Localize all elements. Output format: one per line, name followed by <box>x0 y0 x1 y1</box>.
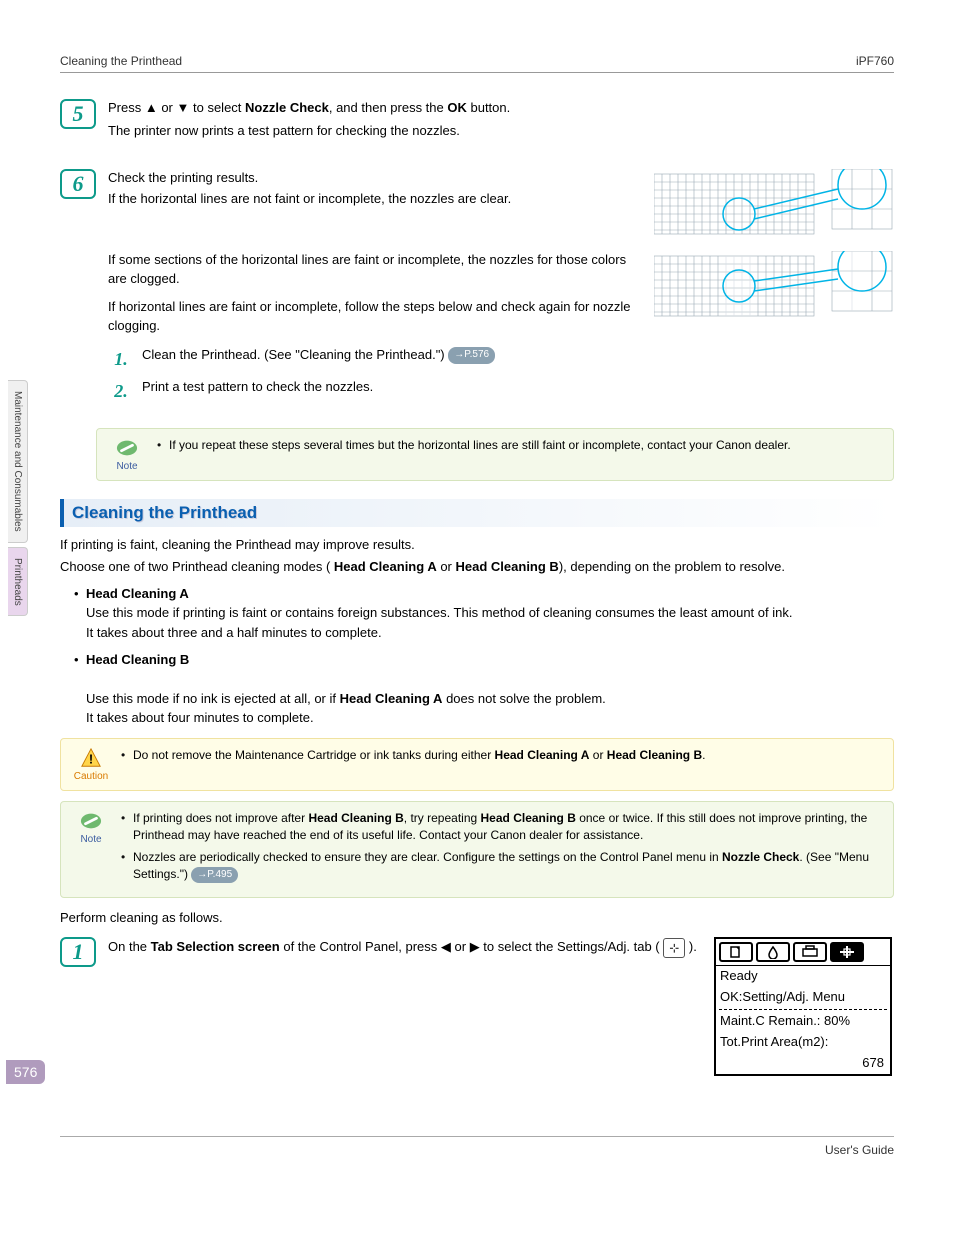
step-5-line1: Press ▲ or ▼ to select Nozzle Check, and… <box>108 99 894 118</box>
lcd-tab-settings-icon <box>830 942 864 962</box>
caution-text: Do not remove the Maintenance Cartridge … <box>121 747 883 764</box>
perform-text: Perform cleaning as follows. <box>60 908 894 928</box>
lcd-panel: Ready OK:Setting/Adj. Menu Maint.C Remai… <box>714 937 894 1075</box>
svg-text:!: ! <box>89 751 93 766</box>
caution-callout: ! Caution Do not remove the Maintenance … <box>60 738 894 791</box>
step-5-number: 5 <box>60 99 96 129</box>
lcd-tab-ink-icon <box>756 942 790 962</box>
step-5-line2: The printer now prints a test pattern fo… <box>108 122 894 141</box>
cleaning-step-1: 1 On the Tab Selection screen of the Con… <box>60 937 894 1075</box>
page-header: Cleaning the Printhead iPF760 <box>60 54 894 73</box>
lcd-line1: Ready <box>716 966 890 987</box>
step-6-p1a: Check the printing results. <box>108 169 638 188</box>
head-cleaning-b-title: Head Cleaning B <box>74 652 894 667</box>
note-icon <box>116 437 138 459</box>
lcd-line4: Tot.Print Area(m2): <box>716 1032 890 1053</box>
step-6-p2: If some sections of the horizontal lines… <box>108 251 638 289</box>
step-6: 6 Check the printing results. If the hor… <box>60 169 894 411</box>
note-callout-2: Note If printing does not improve after … <box>60 801 894 898</box>
section-intro2: Choose one of two Printhead cleaning mod… <box>60 557 894 577</box>
lcd-tab-paper-icon <box>719 942 753 962</box>
note-callout-1: Note If you repeat these steps several t… <box>96 428 894 481</box>
lcd-line3: Maint.C Remain.: 80% <box>716 1011 890 1032</box>
step-5: 5 Press ▲ or ▼ to select Nozzle Check, a… <box>60 99 894 151</box>
head-cleaning-a-body: Use this mode if printing is faint or co… <box>86 603 894 642</box>
substep-1: 1. Clean the Printhead. (See "Cleaning t… <box>108 346 894 372</box>
nozzle-pattern-clear <box>654 169 894 251</box>
header-left: Cleaning the Printhead <box>60 54 182 68</box>
footer: User's Guide <box>60 1136 894 1157</box>
page-link-495[interactable]: →P.495 <box>191 867 238 883</box>
lcd-line2: OK:Setting/Adj. Menu <box>716 987 890 1008</box>
step-6-p3: If horizontal lines are faint or incompl… <box>108 298 638 336</box>
note1-text: If you repeat these steps several times … <box>157 437 883 454</box>
lcd-line5: 678 <box>716 1053 890 1074</box>
note-icon <box>80 810 102 832</box>
step-6-p1b: If the horizontal lines are not faint or… <box>108 190 638 209</box>
head-cleaning-b-body: Use this mode if no ink is ejected at al… <box>86 669 894 728</box>
head-cleaning-a-title: Head Cleaning A <box>74 586 894 601</box>
lcd-tab-job-icon <box>793 942 827 962</box>
substep-2: 2. Print a test pattern to check the noz… <box>108 378 894 404</box>
header-right: iPF760 <box>856 54 894 68</box>
section-title-cleaning: Cleaning the Printhead <box>60 499 894 527</box>
settings-tab-icon: ⊹ <box>663 938 685 958</box>
section-intro1: If printing is faint, cleaning the Print… <box>60 535 894 555</box>
cleaning-step-1-number: 1 <box>60 937 96 967</box>
caution-icon: ! <box>80 747 102 769</box>
note2-item1: If printing does not improve after Head … <box>121 810 883 844</box>
nozzle-pattern-clogged <box>654 251 894 333</box>
note2-item2: Nozzles are periodically checked to ensu… <box>121 849 883 883</box>
cleaning-step-1-text: On the Tab Selection screen of the Contr… <box>108 937 698 958</box>
step-6-number: 6 <box>60 169 96 199</box>
page-link-576[interactable]: →P.576 <box>448 347 495 364</box>
